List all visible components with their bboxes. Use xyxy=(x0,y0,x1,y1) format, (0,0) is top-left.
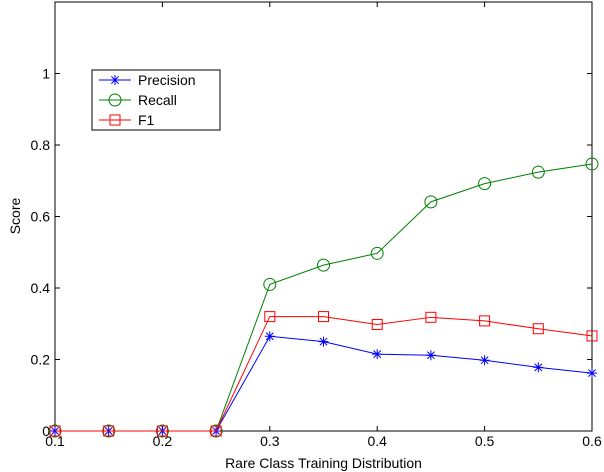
x-tick-label: 0.6 xyxy=(582,433,602,449)
y-tick-label: 0.6 xyxy=(31,209,51,225)
data-point xyxy=(479,315,491,327)
data-point xyxy=(103,425,115,437)
y-tick-label: 0.8 xyxy=(31,137,51,153)
data-point xyxy=(318,336,329,347)
data-point xyxy=(532,323,544,335)
data-point xyxy=(156,425,168,437)
x-tick-label: 0.1 xyxy=(45,433,65,449)
data-point xyxy=(371,318,383,330)
legend-label: F1 xyxy=(138,112,155,128)
legend-label: Recall xyxy=(138,92,177,108)
data-point xyxy=(264,311,276,323)
data-point xyxy=(264,331,275,342)
y-tick-label: 0 xyxy=(42,423,50,439)
x-axis-title: Rare Class Training Distribution xyxy=(225,455,422,471)
data-point xyxy=(263,277,277,291)
series-layer xyxy=(48,157,599,438)
legend-entry-recall: Recall xyxy=(99,92,177,108)
legend-marker xyxy=(110,75,120,85)
legend-entry-f1: F1 xyxy=(99,112,155,128)
x-tick-label: 0.4 xyxy=(367,433,387,449)
legend: Precision Recall F1 xyxy=(91,69,221,131)
x-axis: 0.1 0.2 0.3 0.4 0.5 0.6 xyxy=(45,2,602,449)
plot-area xyxy=(54,1,593,432)
data-point xyxy=(317,258,330,272)
data-point xyxy=(49,425,61,437)
data-point xyxy=(533,362,544,373)
data-point xyxy=(318,311,329,323)
series-f1 xyxy=(49,311,598,437)
legend-entry-precision: Precision xyxy=(99,72,196,88)
legend-marker xyxy=(108,93,122,107)
x-tick-label: 0.5 xyxy=(475,433,495,449)
y-tick-label: 1 xyxy=(42,66,50,82)
data-point xyxy=(478,177,492,191)
legend-marker xyxy=(109,114,121,126)
data-point xyxy=(479,355,490,366)
data-point xyxy=(372,349,383,360)
y-tick-label: 0.4 xyxy=(31,280,51,296)
y-axis-title: Score xyxy=(7,198,23,235)
x-tick-label: 0.3 xyxy=(260,433,280,449)
data-point xyxy=(424,195,438,209)
x-tick-label: 0.2 xyxy=(153,433,173,449)
data-point xyxy=(370,246,384,260)
data-point xyxy=(587,368,597,379)
series-line xyxy=(55,316,593,432)
data-point xyxy=(531,165,545,179)
y-tick-label: 0.2 xyxy=(31,352,51,368)
data-point xyxy=(210,425,222,437)
legend-label: Precision xyxy=(138,72,196,88)
data-point xyxy=(425,350,436,361)
data-point xyxy=(586,330,598,342)
data-point xyxy=(585,157,599,171)
data-point xyxy=(425,311,437,323)
